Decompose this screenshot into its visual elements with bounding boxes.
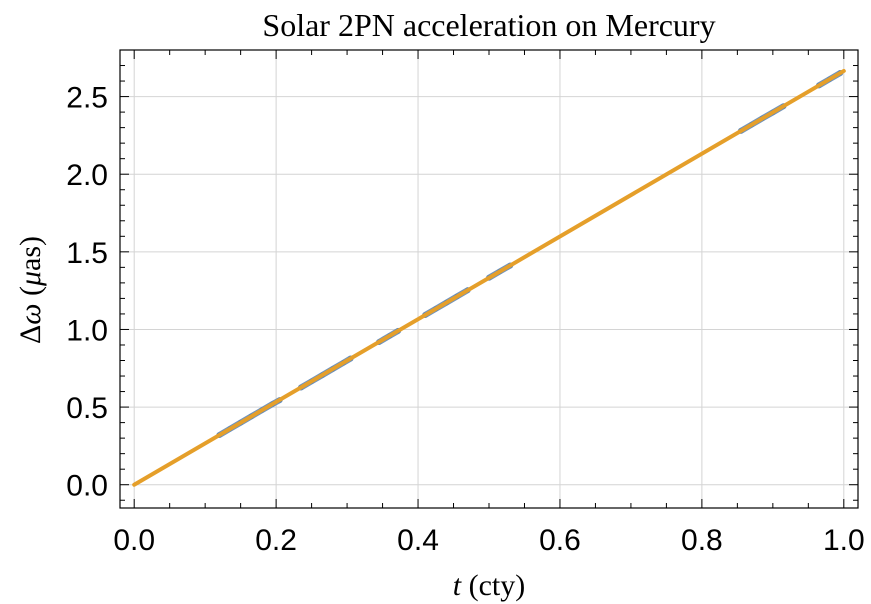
y-tick-label: 2.0 [66,159,108,192]
x-axis-unit: (cty) [461,569,525,602]
y-tick-label: 1.0 [66,314,108,347]
y-axis-label: Δω (μas) [14,236,47,344]
y-axis-unit-rest: as) [14,236,47,271]
y-axis-unit-open: ( [14,286,47,304]
y-tick-label: 0.5 [66,392,108,425]
y-tick-label: 1.5 [66,237,108,270]
y-axis-unit-mu: μ [14,271,47,287]
x-axis-variable: t [453,569,462,602]
x-tick-label: 0.2 [255,524,297,557]
y-tick-label: 0.0 [66,470,108,503]
fit-line [132,68,846,487]
x-tick-label: 0.0 [113,524,155,557]
x-tick-label: 0.6 [539,524,581,557]
x-tick-label: 0.8 [681,524,723,557]
fit-series [132,68,846,487]
y-tick-labels: 0.0 0.5 1.0 1.5 2.0 2.5 [66,82,108,503]
axis-ticks [120,49,858,508]
x-tick-label: 0.4 [397,524,439,557]
grid [120,50,858,508]
y-tick-label: 2.5 [66,82,108,115]
x-tick-labels: 0.0 0.2 0.4 0.6 0.8 1.0 [113,524,864,557]
y-axis-variable: ω [14,304,47,325]
x-tick-label: 1.0 [823,524,865,557]
chart-title: Solar 2PN acceleration on Mercury [262,7,715,43]
x-axis-label: t (cty) [453,569,525,602]
y-axis-prefix: Δ [14,325,47,344]
